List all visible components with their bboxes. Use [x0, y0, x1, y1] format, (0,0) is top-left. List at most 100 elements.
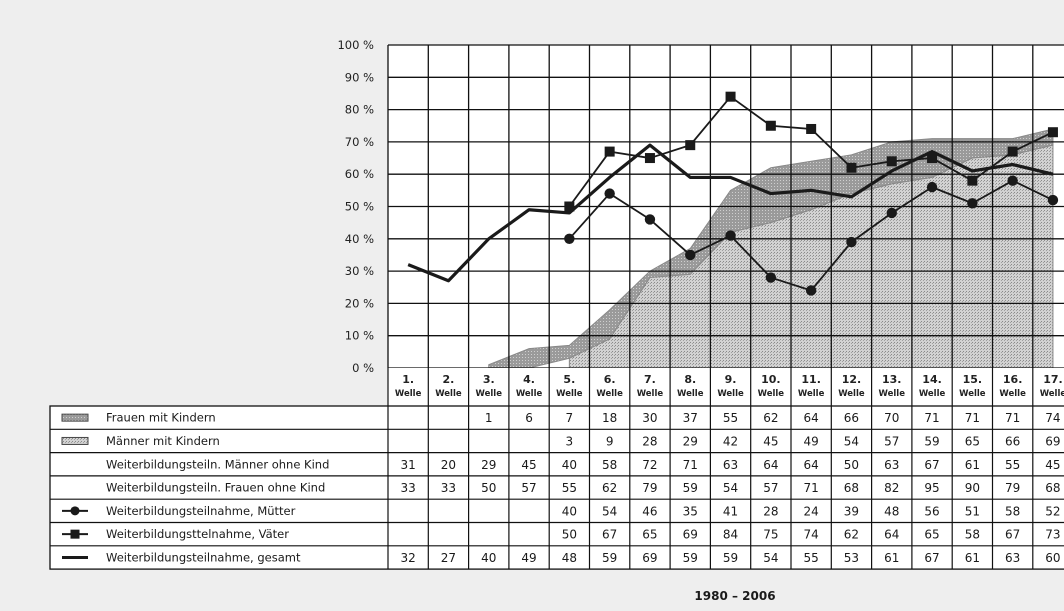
table-cell-value: 54	[723, 481, 738, 495]
table-cell-value: 61	[965, 551, 980, 565]
table-cell-value: 64	[804, 411, 819, 425]
category-sublabel: Welle	[677, 389, 704, 399]
table-cell-value: 37	[683, 411, 698, 425]
marker-muetter	[926, 181, 938, 193]
table-cell-value: 64	[884, 528, 899, 542]
table-cell-value: 18	[602, 411, 617, 425]
category-sublabel: Welle	[435, 389, 462, 399]
table-cell-value: 24	[804, 504, 819, 518]
table-row-label: Weiterbildungsteiln. Männer ohne Kind	[106, 457, 329, 471]
category-sublabel: Welle	[919, 389, 946, 399]
legend-swatch-dark	[61, 413, 89, 422]
table-cell-value: 29	[683, 434, 698, 448]
category-sublabel: Welle	[516, 389, 543, 399]
table-row-label: Weiterbildungsteilnahme, gesamt	[106, 550, 301, 564]
table-cell-value: 71	[924, 411, 939, 425]
table-cell-value: 68	[1045, 481, 1060, 495]
table-cell-value: 71	[804, 481, 819, 495]
category-sublabel: Welle	[637, 389, 664, 399]
table-cell-value: 55	[723, 411, 738, 425]
table-cell-value: 33	[441, 481, 456, 495]
category-sublabel: Welle	[999, 389, 1026, 399]
table-cell-value: 79	[1005, 481, 1020, 495]
marker-vaeter	[1007, 146, 1018, 157]
table-cell-value: 73	[1045, 528, 1060, 542]
table-cell-value: 30	[642, 411, 657, 425]
table-cell-value: 28	[763, 504, 778, 518]
table-cell-value: 67	[602, 528, 617, 542]
marker-muetter	[604, 188, 615, 199]
category-sublabel: Welle	[596, 389, 623, 399]
category-label: 3.	[483, 373, 495, 386]
table-cell-value: 63	[723, 458, 738, 472]
category-label: 1.	[402, 373, 414, 386]
y-tick-label: 40 %	[345, 232, 374, 246]
category-label: 6.	[604, 373, 616, 386]
table-cell-value: 49	[521, 551, 536, 565]
table-cell-value: 58	[1005, 504, 1020, 518]
table-cell-value: 82	[884, 481, 899, 495]
table-cell-value: 54	[602, 504, 617, 518]
marker-muetter	[805, 285, 817, 296]
category-header-bg	[388, 368, 1064, 406]
category-label: 7.	[644, 373, 656, 386]
category-label: 5.	[563, 373, 575, 386]
table-cell-value: 71	[1005, 411, 1020, 425]
table-cell-value: 59	[723, 551, 738, 565]
table-cell-value: 71	[683, 458, 698, 472]
y-tick-label: 100 %	[337, 38, 374, 52]
category-label: 13.	[882, 373, 902, 386]
table-cell-value: 66	[844, 411, 859, 425]
x-axis-label: 1980 – 2006	[694, 589, 775, 603]
marker-vaeter	[725, 91, 736, 102]
table-cell-value: 69	[642, 551, 657, 565]
table-cell-value: 79	[642, 481, 657, 495]
marker-muetter	[685, 249, 696, 261]
legend-marker-vaeter	[70, 529, 80, 539]
table-cell-value: 72	[642, 458, 657, 472]
category-sublabel: Welle	[1040, 389, 1064, 399]
marker-vaeter	[806, 123, 817, 134]
marker-vaeter	[967, 175, 978, 186]
table-cell-value: 50	[481, 481, 496, 495]
table-cell-value: 90	[965, 481, 980, 495]
marker-muetter	[644, 214, 656, 225]
table-cell-value: 59	[683, 551, 698, 565]
table-cell-value: 53	[844, 551, 859, 565]
marker-muetter	[564, 233, 575, 244]
marker-vaeter	[927, 153, 938, 164]
marker-vaeter	[685, 140, 696, 151]
table-cell-value: 69	[1045, 434, 1060, 448]
table-cell-value: 57	[521, 481, 536, 495]
table-cell-value: 62	[844, 528, 859, 542]
category-label: 10.	[761, 373, 781, 386]
table-cell-value: 64	[804, 458, 819, 472]
category-label: 12.	[842, 373, 862, 386]
table-cell-value: 55	[1005, 458, 1020, 472]
table-cell-value: 40	[562, 504, 577, 518]
y-tick-label: 90 %	[345, 70, 374, 84]
table-cell-value: 62	[763, 411, 778, 425]
table-row-label: Weiterbildungsteiln. Frauen ohne Kind	[106, 481, 325, 495]
table-cell-value: 57	[884, 434, 899, 448]
table-row-label: Weiterbildungsttelnahme, Väter	[106, 527, 289, 541]
table-cell-value: 54	[763, 551, 778, 565]
table-cell-value: 55	[804, 551, 819, 565]
table-cell-value: 1	[485, 411, 493, 425]
category-sublabel: Welle	[798, 389, 825, 399]
table-cell-value: 63	[1005, 551, 1020, 565]
table-cell-value: 71	[965, 411, 980, 425]
table-cell-value: 9	[606, 434, 614, 448]
y-tick-label: 80 %	[345, 103, 374, 117]
table-cell-value: 61	[884, 551, 899, 565]
table-cell-value: 6	[525, 411, 533, 425]
table-cell-value: 35	[683, 504, 698, 518]
table-cell-value: 58	[602, 458, 617, 472]
table-cell-value: 50	[562, 528, 577, 542]
table-cell-value: 49	[804, 434, 819, 448]
table-cell-value: 64	[763, 458, 778, 472]
table-cell-value: 51	[965, 504, 980, 518]
table-cell-value: 68	[844, 481, 859, 495]
table-cell-value: 67	[924, 458, 939, 472]
